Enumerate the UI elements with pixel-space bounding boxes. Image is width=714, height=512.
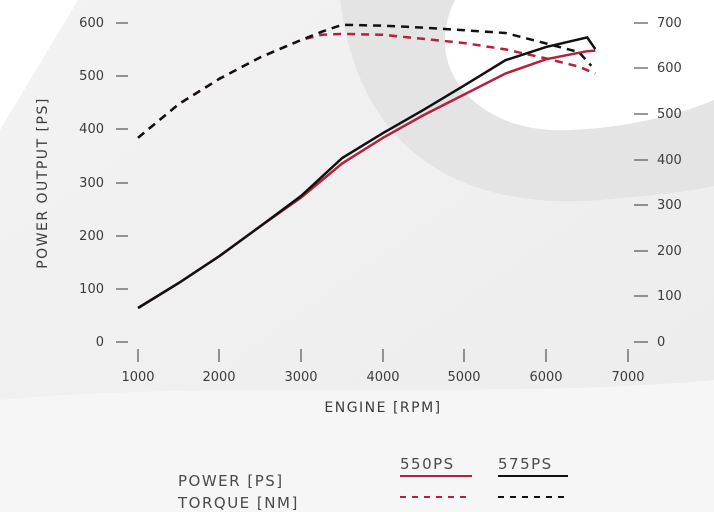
series-line-550ps-torque: [137, 32, 596, 139]
y2-tick-label: 400: [657, 153, 682, 168]
y2-tick-label: 0: [657, 335, 665, 350]
legend-column-575ps: 575PS: [498, 455, 553, 473]
y-tick-label: 100: [79, 282, 104, 297]
right-y-axis: 700 600 500 400 300 200 100 0: [634, 16, 682, 350]
legend-row-power: POWER [PS]: [178, 472, 284, 490]
x-tick-label: 7000: [611, 370, 644, 385]
left-y-axis: 600 500 400 300 200 100 0 POWER OUTPUT […: [35, 16, 128, 350]
x-tick-label: 3000: [284, 370, 317, 385]
series-layer: [137, 23, 597, 310]
x-tick-label: 4000: [366, 370, 399, 385]
x-tick-label: 2000: [202, 370, 235, 385]
series-line-575ps-torque: [137, 23, 593, 139]
y-tick-label: 200: [79, 229, 104, 244]
y-tick-label: 300: [79, 176, 104, 191]
legend: 550PS 575PS POWER [PS] TORQUE [NM]: [177, 455, 568, 512]
x-axis: 1000 2000 3000 4000 5000 6000 7000 ENGIN…: [121, 349, 645, 416]
y-tick-label: 0: [96, 335, 104, 350]
legend-row-torque: TORQUE [NM]: [177, 494, 299, 512]
x-tick-label: 5000: [447, 370, 480, 385]
y-tick-label: 400: [79, 122, 104, 137]
series-line-575ps-power: [137, 35, 597, 310]
y2-tick-label: 300: [657, 198, 682, 213]
y2-tick-label: 200: [657, 244, 682, 259]
y-axis-title: POWER OUTPUT [PS]: [35, 97, 51, 269]
y-tick-label: 600: [79, 16, 104, 31]
y2-tick-label: 600: [657, 61, 682, 76]
y2-tick-label: 700: [657, 16, 682, 31]
x-tick-label: 6000: [529, 370, 562, 385]
x-tick-label: 1000: [121, 370, 154, 385]
y2-tick-label: 100: [657, 289, 682, 304]
y-tick-label: 500: [79, 69, 104, 84]
y2-tick-label: 500: [657, 107, 682, 122]
legend-column-550ps: 550PS: [400, 455, 455, 473]
x-axis-title: ENGINE [RPM]: [324, 400, 441, 416]
